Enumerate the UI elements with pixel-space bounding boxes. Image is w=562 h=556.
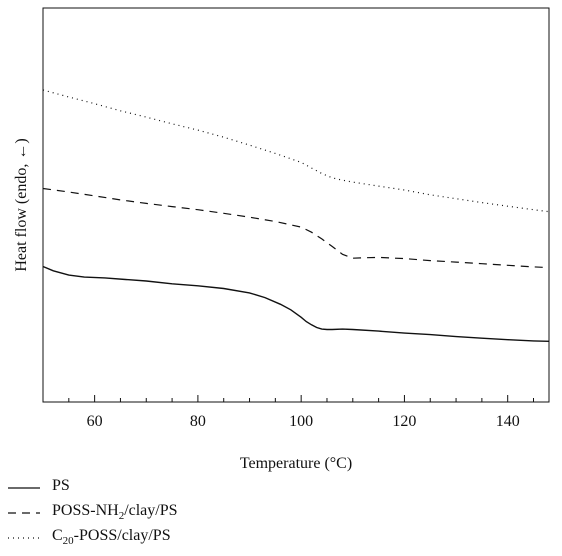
- legend-swatch: [8, 537, 40, 539]
- x-tick-label: 80: [190, 413, 206, 430]
- y-axis-label: Heat flow (endo, ←): [13, 138, 30, 271]
- legend-item: POSS-NH2/clay/PS: [6, 502, 306, 530]
- legend-swatch: [8, 487, 40, 489]
- legend-swatch: [8, 512, 40, 514]
- plot-frame: [42, 7, 550, 403]
- legend-label: POSS-NH2/clay/PS: [52, 502, 178, 523]
- legend-label: PS: [52, 477, 70, 494]
- x-tick-label: 100: [289, 413, 313, 430]
- legend-item: PS: [6, 477, 306, 505]
- series-line-2: [42, 187, 550, 269]
- x-tick-label: 140: [496, 413, 520, 430]
- x-axis-ticks: [42, 395, 535, 402]
- dsc-chart: 60 80 100 120 140 Temperature (°C) Heat flow…: [13, 7, 550, 472]
- x-tick-label: 120: [392, 413, 416, 430]
- x-axis-label: Temperature (°C): [240, 455, 352, 472]
- x-tick-label: 60: [87, 413, 103, 430]
- series-lines: [42, 89, 550, 342]
- legend-label: C20-POSS/clay/PS: [52, 527, 171, 548]
- series-line-1: [42, 265, 550, 342]
- legend-item: C20-POSS/clay/PS: [6, 527, 306, 555]
- legend: PS POSS-NH2/clay/PS C20-POSS/clay/PS: [6, 477, 306, 555]
- x-axis-tick-labels: 60 80 100 120 140: [87, 413, 520, 430]
- series-line-3: [42, 89, 550, 213]
